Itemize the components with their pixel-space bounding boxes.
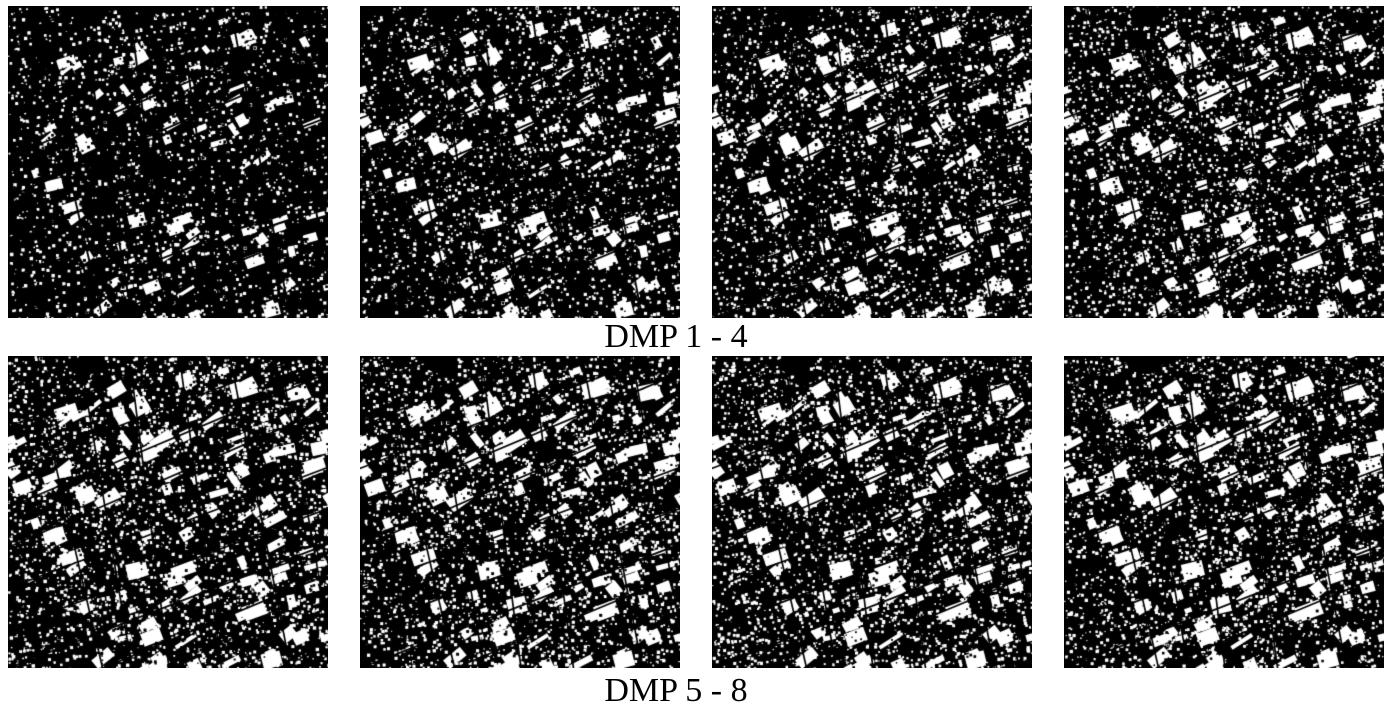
dmp-8-canvas [1064, 356, 1384, 668]
row-2-caption: DMP 5 - 8 [604, 672, 748, 709]
dmp-1-image [8, 6, 328, 318]
dmp-2-canvas [360, 6, 680, 318]
dmp-4-canvas [1064, 6, 1384, 318]
dmp-4-image [1064, 6, 1384, 318]
row-1-caption: DMP 1 - 4 [604, 318, 748, 355]
dmp-5-canvas [8, 356, 328, 668]
dmp-8-image [1064, 356, 1384, 668]
dmp-2-image [360, 6, 680, 318]
dmp-3-image [712, 6, 1032, 318]
dmp-3-canvas [712, 6, 1032, 318]
dmp-6-canvas [360, 356, 680, 668]
dmp-1-canvas [8, 6, 328, 318]
dmp-7-canvas [712, 356, 1032, 668]
dmp-7-image [712, 356, 1032, 668]
dmp-5-image [8, 356, 328, 668]
dmp-6-image [360, 356, 680, 668]
